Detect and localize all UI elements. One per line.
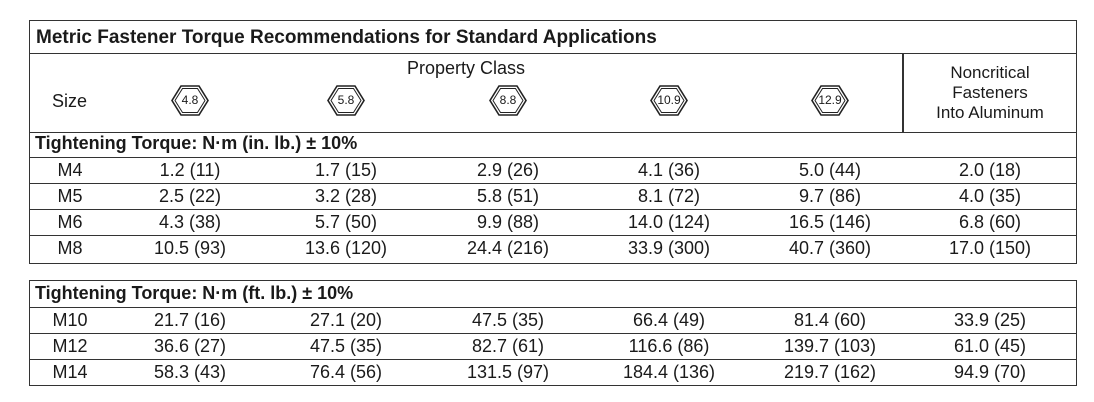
value-cell: 4.1 (36) xyxy=(637,160,701,180)
value-cell: 24.4 (216) xyxy=(466,238,550,258)
noncritical-label: Noncritical Fasteners Into Aluminum xyxy=(936,63,1044,122)
hex-bolt-icon xyxy=(650,85,688,116)
value-cell: 36.6 (27) xyxy=(153,336,227,356)
hex-bolt-icon xyxy=(327,85,365,116)
value-cell: 5.7 (50) xyxy=(314,212,378,232)
table-row: M5 2.5 (22) 3.2 (28) 5.8 (51) 8.1 (72) 9… xyxy=(30,183,1076,209)
column-divider xyxy=(902,54,904,132)
value-cell: 58.3 (43) xyxy=(153,362,227,382)
value-cell: 5.0 (44) xyxy=(798,160,862,180)
size-cell: M4 xyxy=(57,160,83,180)
value-cell: 5.8 (51) xyxy=(476,186,540,206)
value-cell: 21.7 (16) xyxy=(153,310,227,330)
value-cell: 1.2 (11) xyxy=(159,160,221,180)
table-row: M14 58.3 (43) 76.4 (56) 131.5 (97) 184.4… xyxy=(30,359,1076,385)
value-cell: 13.6 (120) xyxy=(304,238,388,258)
property-class-label: Property Class xyxy=(406,58,526,78)
value-cell: 116.6 (86) xyxy=(628,336,710,356)
size-cell: M10 xyxy=(52,310,88,330)
size-cell: M8 xyxy=(57,238,83,258)
value-cell: 40.7 (360) xyxy=(788,238,872,258)
size-cell: M6 xyxy=(57,212,83,232)
hex-class-badge: 5.8 xyxy=(327,84,365,117)
value-cell: 14.0 (124) xyxy=(627,212,711,232)
value-cell: 16.5 (146) xyxy=(788,212,872,232)
table-row: M12 36.6 (27) 47.5 (35) 82.7 (61) 116.6 … xyxy=(30,333,1076,359)
size-label: Size xyxy=(52,91,88,111)
value-cell: 33.9 (300) xyxy=(627,238,711,258)
value-cell: 131.5 (97) xyxy=(466,362,550,382)
value-cell: 82.7 (61) xyxy=(471,336,545,356)
section-title-ftlb: Tightening Torque: N·m (ft. lb.) ± 10% xyxy=(35,283,354,303)
hex-class-badge: 12.9 xyxy=(811,84,849,117)
value-cell: 61.0 (45) xyxy=(953,336,1027,356)
size-cell: M14 xyxy=(52,362,88,382)
value-cell: 6.8 (60) xyxy=(958,212,1022,232)
torque-table-inlb: Metric Fastener Torque Recommendations f… xyxy=(29,20,1077,264)
torque-table-ftlb: Tightening Torque: N·m (ft. lb.) ± 10% M… xyxy=(29,280,1077,386)
hex-class-badge: 8.8 xyxy=(489,84,527,117)
value-cell: 8.1 (72) xyxy=(637,186,701,206)
value-cell: 27.1 (20) xyxy=(309,310,383,330)
value-cell: 219.7 (162) xyxy=(783,362,877,382)
size-cell: M12 xyxy=(52,336,88,356)
value-cell: 47.5 (35) xyxy=(309,336,383,356)
value-cell: 9.9 (88) xyxy=(476,212,540,232)
hex-class-badge: 4.8 xyxy=(171,84,209,117)
table-row: M8 10.5 (93) 13.6 (120) 24.4 (216) 33.9 (300… xyxy=(30,235,1076,261)
value-cell: 1.7 (15) xyxy=(314,160,378,180)
table-title: Metric Fastener Torque Recommendations f… xyxy=(30,21,1076,54)
size-cell: M5 xyxy=(57,186,83,206)
value-cell: 4.0 (35) xyxy=(958,186,1022,206)
value-cell: 139.7 (103) xyxy=(783,336,877,356)
hex-bolt-icon xyxy=(811,85,849,116)
value-cell: 47.5 (35) xyxy=(471,310,545,330)
value-cell: 2.9 (26) xyxy=(476,160,540,180)
value-cell: 9.7 (86) xyxy=(798,186,862,206)
value-cell: 3.2 (28) xyxy=(314,186,378,206)
table-header: Property Class Size Noncritical Fastener… xyxy=(30,54,1076,133)
hex-bolt-icon xyxy=(489,85,527,116)
section-title-inlb: Tightening Torque: N·m (in. lb.) ± 10% xyxy=(35,133,358,153)
value-cell: 66.4 (49) xyxy=(632,310,706,330)
hex-class-badge: 10.9 xyxy=(650,84,688,117)
value-cell: 10.5 (93) xyxy=(153,238,227,258)
value-cell: 184.4 (136) xyxy=(622,362,716,382)
hex-bolt-icon xyxy=(171,85,209,116)
value-cell: 4.3 (38) xyxy=(158,212,222,232)
value-cell: 81.4 (60) xyxy=(793,310,867,330)
table-row: M10 21.7 (16) 27.1 (20) 47.5 (35) 66.4 (… xyxy=(30,307,1076,333)
table-row: M4 1.2 (11) 1.7 (15) 2.9 (26) 4.1 (36) 5… xyxy=(30,157,1076,183)
table-row: M6 4.3 (38) 5.7 (50) 9.9 (88) 14.0 (124)… xyxy=(30,209,1076,235)
value-cell: 76.4 (56) xyxy=(309,362,383,382)
value-cell: 2.0 (18) xyxy=(958,160,1022,180)
value-cell: 2.5 (22) xyxy=(158,186,222,206)
value-cell: 17.0 (150) xyxy=(948,238,1032,258)
value-cell: 33.9 (25) xyxy=(953,310,1027,330)
value-cell: 94.9 (70) xyxy=(953,362,1027,382)
